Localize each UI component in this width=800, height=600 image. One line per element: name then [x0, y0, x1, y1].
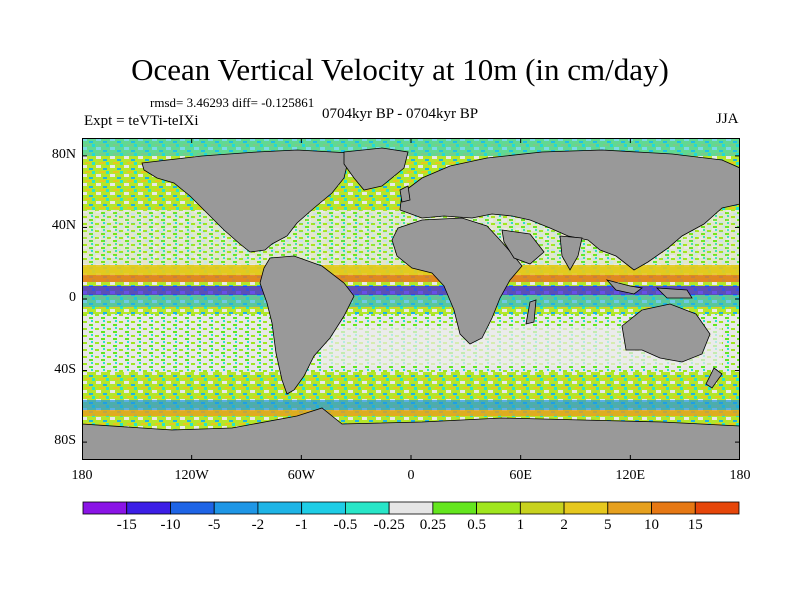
land-antarctica: [82, 407, 740, 460]
ocean-band-n-tropical: [82, 265, 740, 275]
ocean-band-equatorial-warm: [82, 275, 740, 282]
colorbar-label: -1: [295, 517, 308, 533]
lon-tick-label: 60E: [509, 468, 532, 483]
land-new-guinea: [655, 287, 693, 299]
lon-tick-label: 180: [71, 468, 93, 483]
lat-tick-label: 40N: [51, 218, 76, 234]
colorbar-label: -10: [160, 517, 181, 533]
land-arabia: [501, 229, 545, 265]
colorbar-swatch: [694, 501, 740, 515]
colorbar-label: 1: [516, 517, 525, 533]
land-new-zealand: [705, 367, 723, 389]
lat-tick-label: 80N: [51, 146, 76, 162]
map-tickmarks: [82, 138, 740, 460]
colorbar-swatch: [388, 501, 434, 515]
colorbar-swatch: [476, 501, 521, 515]
land-uk: [399, 185, 411, 203]
colorbar-swatch: [301, 501, 346, 515]
colorbar-swatch: [170, 501, 215, 515]
ocean-band-southern: [82, 376, 740, 400]
colorbar-label: 0.25: [419, 517, 446, 533]
colorbar-label: -15: [116, 517, 137, 533]
land-india: [559, 235, 583, 271]
colorbar-swatch: [82, 501, 128, 515]
colorbar-label: -2: [251, 517, 265, 533]
land-africa: [391, 217, 523, 345]
land-south-america: [259, 255, 355, 395]
colorbar-label: 0.5: [467, 517, 486, 533]
lon-tick-label: 180: [729, 468, 751, 483]
lat-tick-label: 80S: [54, 433, 76, 449]
ocean-band-equatorial-cold: [82, 286, 740, 295]
stats-label: rmsd= 3.46293 diff= -0.125861: [150, 95, 315, 110]
land-australia: [621, 303, 711, 363]
land-north-america: [141, 149, 351, 253]
colorbar-swatch: [213, 501, 259, 515]
colorbar-label: 10: [644, 517, 660, 533]
colorbar-label: -5: [207, 517, 221, 533]
plot-title: Ocean Vertical Velocity at 10m (in cm/da…: [131, 52, 669, 87]
ocean-band-antarctic-coast: [82, 410, 740, 416]
land-layer: [82, 147, 740, 460]
colorbar: [82, 501, 740, 515]
colorbar-swatch: [563, 501, 609, 515]
lat-tick-label: 40S: [54, 361, 76, 377]
colorbar-swatch: [607, 501, 652, 515]
colorbar-label: 2: [560, 517, 568, 533]
period-label: 0704kyr BP - 0704kyr BP: [322, 106, 479, 122]
experiment-label: Expt = teVTi-teIXi: [84, 113, 199, 129]
colorbar-swatch: [257, 501, 303, 515]
land-eurasia: [399, 149, 740, 271]
season-label: JJA: [716, 111, 739, 127]
colorbar-swatch: [432, 501, 478, 515]
lon-tick-label: 60W: [287, 468, 315, 483]
lon-tick-label: 0: [407, 468, 415, 483]
colorbar-label: -0.5: [333, 517, 358, 533]
land-greenland: [343, 147, 409, 191]
colorbar-label: 15: [687, 517, 703, 533]
colorbar-swatch: [344, 501, 390, 515]
lat-tick-label: 0: [69, 290, 76, 305]
ocean-velocity-map: [82, 138, 740, 460]
colorbar-swatch: [651, 501, 696, 515]
land-madagascar: [525, 299, 537, 325]
lon-tick-label: 120W: [174, 468, 209, 483]
lon-tick-label: 120E: [615, 468, 646, 483]
land-sumatra-borneo: [605, 279, 643, 295]
colorbar-swatch: [126, 501, 171, 515]
ocean-band-s-tropical: [82, 295, 740, 307]
colorbar-swatch: [519, 501, 565, 515]
ocean-band-antarctic-upwelling: [82, 400, 740, 410]
colorbar-label: -0.25: [373, 517, 405, 533]
colorbar-label: 5: [604, 517, 612, 533]
